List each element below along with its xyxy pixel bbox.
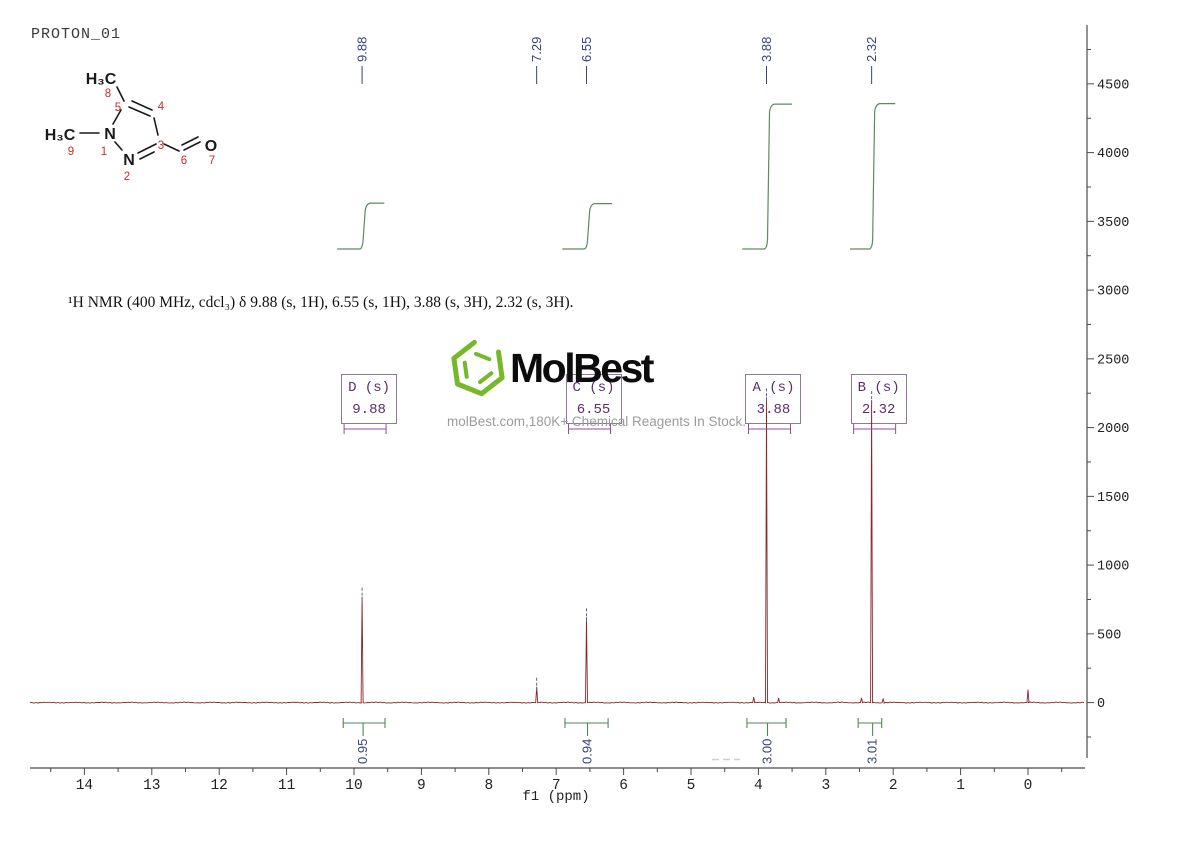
y-tick-label: 1000: [1097, 560, 1129, 575]
x-tick-label: 9: [417, 778, 426, 794]
multiplet-bracket: [343, 424, 387, 434]
integral-curve: [337, 202, 385, 250]
multiplet-shift-value: 2.32: [861, 402, 896, 418]
locant-1: 1: [101, 146, 107, 158]
nmr-assignment-text: ¹H NMR (400 MHz, cdcl₃) δ 9.88 (s, 1H), …: [68, 294, 574, 311]
x-axis-title: f1 (ppm): [522, 789, 590, 805]
y-tick-label: 3500: [1097, 216, 1129, 231]
experiment-title: PROTON_01: [31, 26, 122, 43]
x-tick-label: 1: [956, 778, 965, 794]
integral-bracket: [746, 718, 787, 736]
x-tick-label: 14: [76, 778, 93, 794]
molbest-tagline: molBest.com,180K+ Chemical Reagents In S…: [447, 414, 747, 429]
integral-bracket: [564, 718, 609, 736]
multiplet-bracket: [568, 424, 612, 434]
molecule-structure: H₃C H₃C N N O 8 5 4 3 1 2 9 6 7: [45, 71, 217, 183]
integral-value: 3.01: [865, 739, 880, 764]
peak-label: 2.32: [864, 37, 879, 62]
multiplet-bracket: [747, 424, 791, 434]
atom-label-o: O: [205, 138, 217, 155]
integral-bracket: [857, 718, 883, 736]
atom-label-n2: N: [123, 152, 135, 169]
locant-5: 5: [115, 102, 121, 114]
multiplet-bracket: [853, 424, 897, 434]
molecule-atom-numbers: 8 5 4 3 1 2 9 6 7: [68, 88, 215, 183]
y-tick-label: 2000: [1097, 422, 1129, 437]
integral-value: 0.95: [355, 739, 370, 764]
integral-value: 3.00: [759, 739, 774, 764]
locant-9: 9: [68, 146, 74, 158]
x-tick-label: 2: [889, 778, 898, 794]
spectrum-trace: [30, 397, 1085, 704]
locant-7: 7: [209, 155, 215, 167]
x-tick-label: 4: [754, 778, 763, 794]
multiplet-id-label: D (s): [348, 380, 391, 396]
x-tick-label: 6: [619, 778, 628, 794]
x-tick-label: 5: [687, 778, 696, 794]
multiplet-box: C (s) 6.55: [565, 374, 622, 424]
multiplet-id-label: B (s): [857, 380, 900, 396]
molbest-logo: MolBest molBest.com,180K+ Chemical Reage…: [447, 340, 748, 435]
molbest-hexagon-icon: [451, 340, 505, 397]
multiplet-box: A (s) 3.88: [745, 374, 802, 424]
locant-3: 3: [158, 140, 164, 152]
multiplet-id-label: A (s): [752, 380, 795, 396]
y-tick-label: 4500: [1097, 78, 1129, 93]
multiplet-id-label: C (s): [572, 380, 615, 396]
y-tick-label: 0: [1097, 697, 1105, 712]
x-tick-label: 3: [821, 778, 830, 794]
multiplet-shift-value: 9.88: [352, 402, 386, 418]
y-tick-label: 2500: [1097, 353, 1129, 368]
y-tick-label: 4000: [1097, 147, 1129, 162]
x-tick-label: 0: [1024, 778, 1033, 794]
x-tick-label: 12: [210, 778, 227, 794]
peak-label: 9.88: [355, 37, 370, 62]
peak-label: 7.29: [529, 37, 544, 62]
atom-label-n1: N: [104, 126, 116, 143]
molecule-bonds: [79, 86, 201, 160]
integral-value: 0.94: [580, 739, 595, 764]
locant-2: 2: [124, 171, 130, 183]
locant-6: 6: [181, 155, 187, 167]
x-tick-label: 13: [143, 778, 160, 794]
x-tick-label: 8: [484, 778, 493, 794]
locant-4: 4: [158, 101, 165, 113]
integral-curve: [850, 103, 896, 250]
peak-label: 3.88: [759, 37, 774, 62]
peak-label: 6.55: [579, 37, 594, 62]
multiplet-shift-value: 6.55: [576, 402, 611, 418]
x-tick-label: 7: [552, 778, 561, 794]
atom-label-methyl-left: H₃C: [45, 127, 76, 144]
multiplet-shift-value: 3.88: [756, 402, 791, 418]
x-tick-label: 10: [345, 778, 362, 794]
x-tick-label: 11: [278, 778, 295, 794]
y-tick-label: 500: [1097, 628, 1121, 643]
molbest-brand: MolBest: [510, 345, 654, 391]
multiplet-box: B (s) 2.32: [850, 374, 907, 424]
locant-8: 8: [105, 88, 111, 100]
multiplet-box: D (s) 9.88: [341, 374, 398, 424]
integral-bracket: [342, 718, 386, 736]
integral-curve: [742, 103, 793, 250]
integral-curve: [562, 202, 613, 250]
molecule-atom-labels: H₃C H₃C N N O: [45, 71, 217, 169]
atom-label-methyl-top: H₃C: [86, 71, 117, 88]
y-tick-label: 3000: [1097, 285, 1129, 300]
y-tick-label: 1500: [1097, 491, 1129, 506]
